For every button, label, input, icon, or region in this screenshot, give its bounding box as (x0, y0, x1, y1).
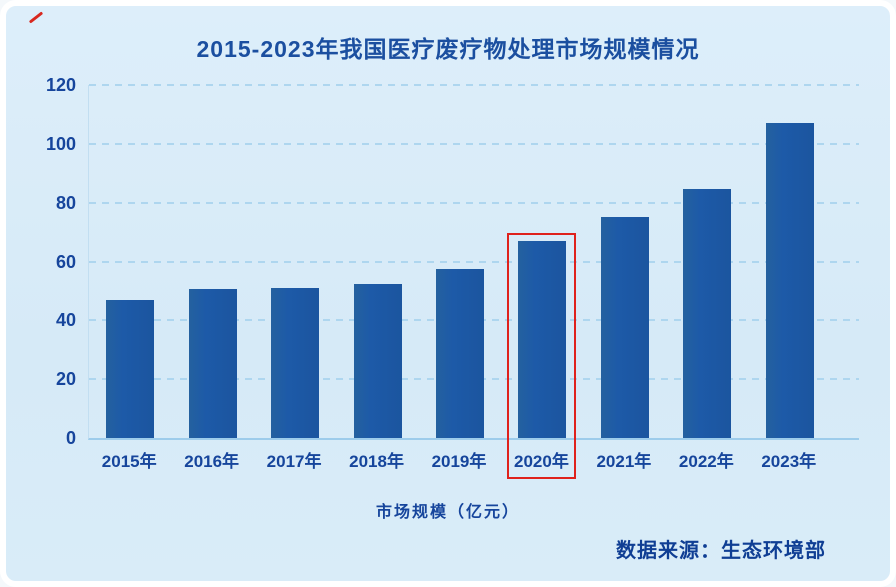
bar-2021年 (600, 217, 649, 438)
y-tick-label-100: 100 (45, 133, 76, 154)
bar-2022年 (683, 189, 732, 438)
red-mark-icon (28, 11, 44, 24)
bar-2018年 (353, 283, 402, 438)
x-tick-label-2021年: 2021年 (596, 452, 652, 471)
chart-title: 2015-2023年我国医疗废疗物处理市场规模情况 (196, 36, 700, 62)
x-tick-label-2018年: 2018年 (349, 452, 404, 471)
y-tick-label-0: 0 (65, 428, 76, 448)
x-tick-label-2016年: 2016年 (184, 452, 240, 471)
x-tick-label-2019年: 2019年 (431, 452, 487, 471)
x-tick-label-2023年: 2023年 (761, 452, 817, 471)
bar-2015年 (106, 299, 155, 438)
gridline-120 (89, 84, 859, 86)
x-tick-label-2017年: 2017年 (266, 452, 322, 471)
y-axis: 0 20 40 60 80 100 120 (6, 75, 76, 448)
bar-2019年 (436, 268, 484, 438)
data-source: 数据来源：生态环境部 (616, 540, 826, 562)
y-tick-label-80: 80 (55, 192, 76, 213)
y-tick-label-20: 20 (55, 369, 76, 390)
gridline-60 (89, 260, 859, 263)
x-tick-label-2015年: 2015年 (101, 452, 157, 471)
y-tick-label-40: 40 (55, 310, 76, 331)
y-tick-label-120: 120 (45, 75, 76, 95)
x-axis-title: 市场规模（亿元） (375, 504, 520, 521)
bar-2017年 (271, 287, 320, 438)
plot-area (88, 84, 859, 440)
x-tick-label-2022年: 2022年 (678, 452, 734, 471)
bar-2020年 (518, 240, 567, 438)
x-axis-labels: 2015年 2016年 2017年 2018年 2019年 2020年 2021年 2022年… (88, 450, 830, 476)
x-tick-label-2020年: 2020年 (514, 452, 569, 471)
gridline-100 (89, 142, 859, 145)
bar-2023年 (765, 123, 814, 438)
chart-canvas: 2015-2023年我国医疗废疗物处理市场规模情况 0 20 40 60 80 100 12… (6, 6, 890, 581)
bar-2016年 (188, 289, 237, 438)
gridline-80 (89, 201, 859, 204)
y-tick-label-60: 60 (55, 251, 76, 272)
